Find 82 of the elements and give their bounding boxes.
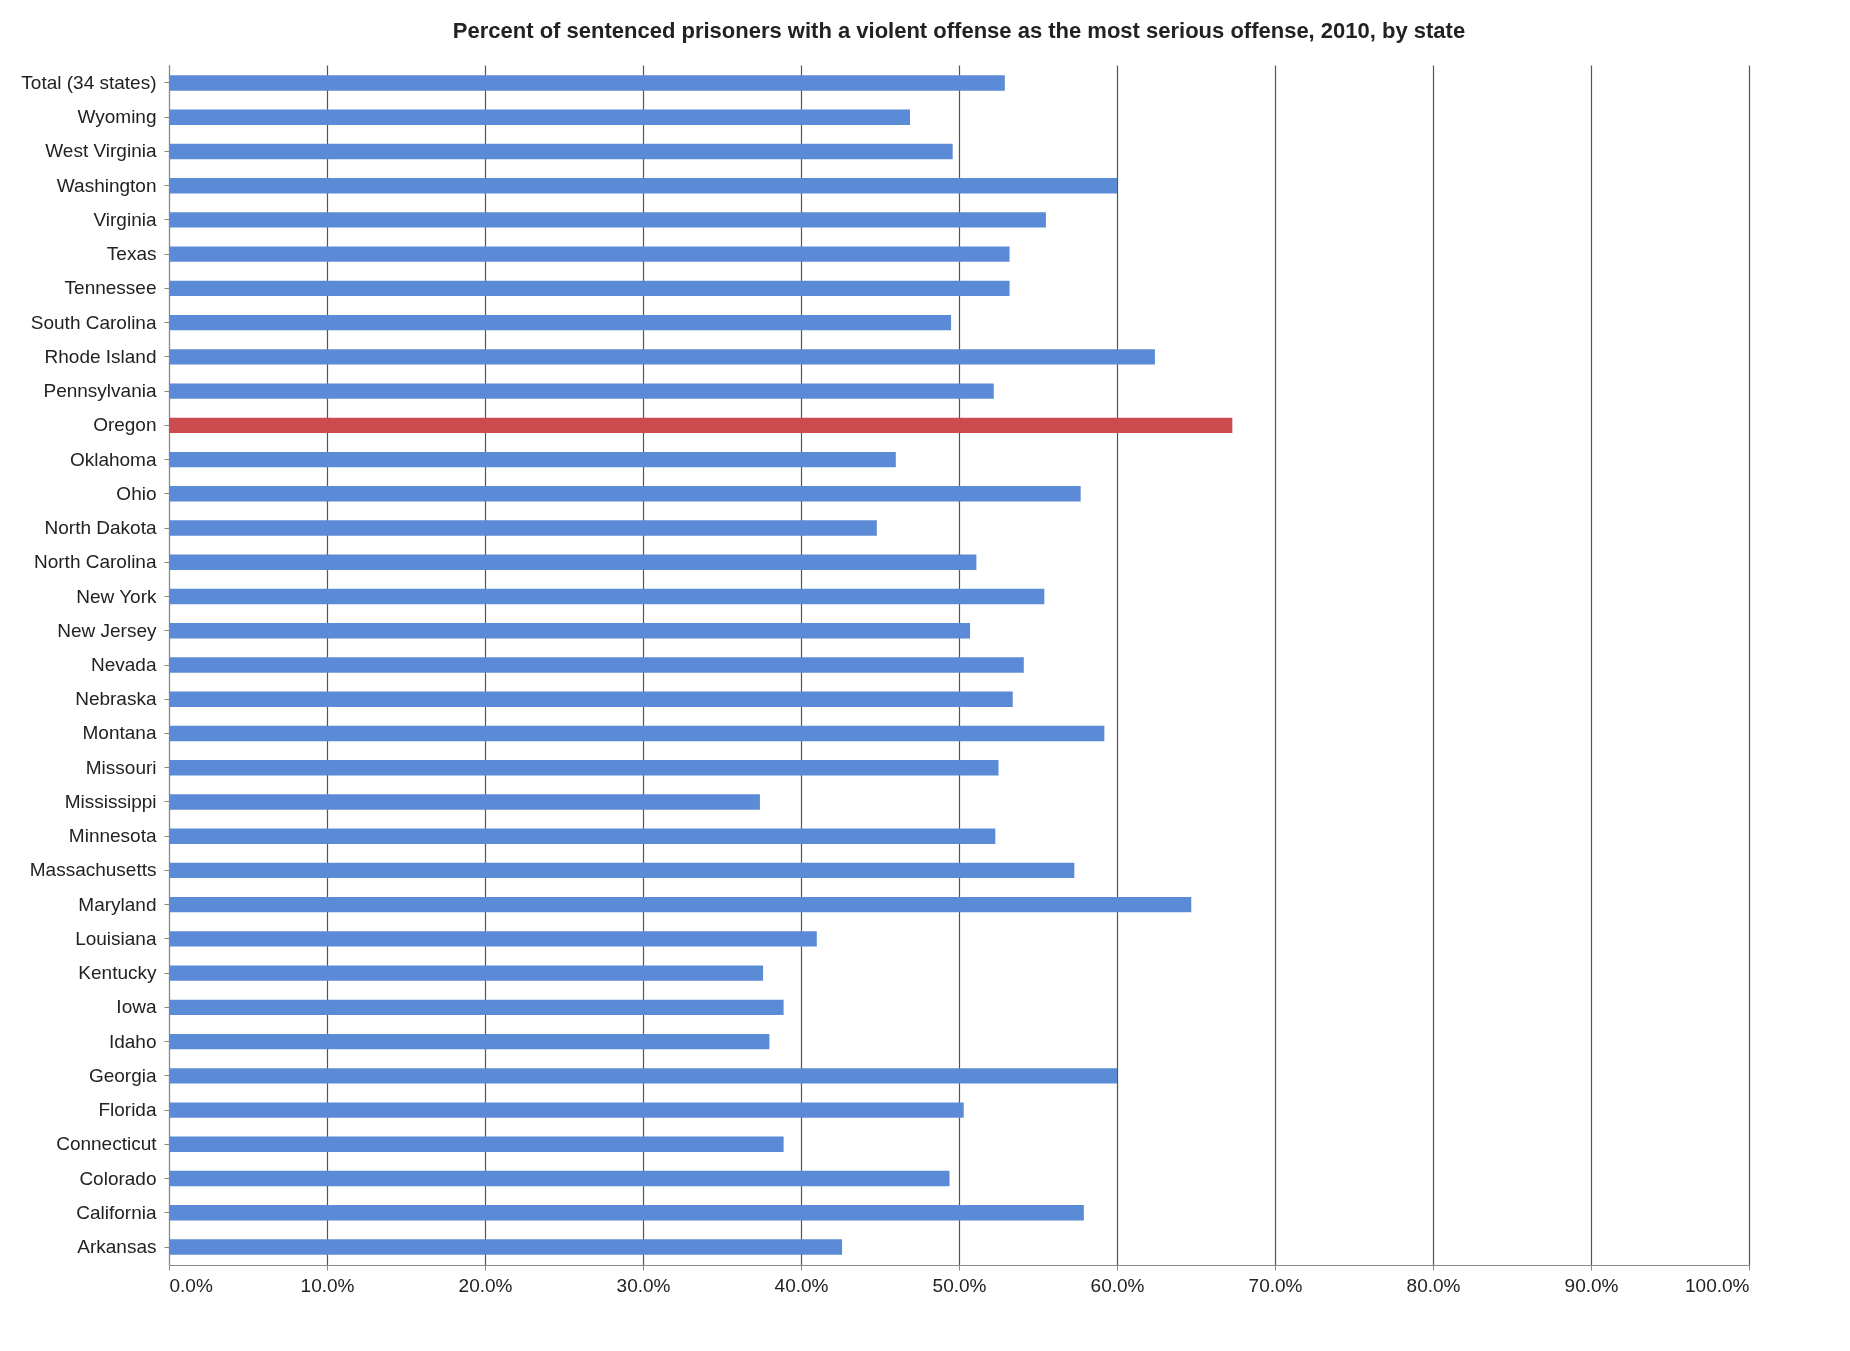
chart-title: Percent of sentenced prisoners with a violent offense as the most serious offense, 2010, by state	[452, 18, 1466, 43]
y-tick-label: Georgia	[88, 1064, 157, 1086]
y-tick-label: Colorado	[79, 1167, 157, 1189]
y-tick-label: New York	[76, 585, 157, 607]
y-tick-label: Iowa	[116, 996, 157, 1018]
bar	[169, 1170, 950, 1187]
y-tick-label: Wyoming	[77, 106, 157, 128]
x-tick-label: 20.0%	[458, 1274, 513, 1296]
y-tick-label: West Virginia	[45, 140, 157, 162]
y-tick-label: Ohio	[116, 482, 157, 504]
x-tick-label: 10.0%	[300, 1274, 355, 1296]
y-tick-label: Washington	[56, 174, 157, 196]
y-tick-label: Nebraska	[75, 688, 157, 710]
bar	[169, 999, 784, 1016]
bar	[169, 896, 1192, 913]
x-tick-label: 100.0%	[1685, 1274, 1750, 1296]
y-tick-label: Mississippi	[64, 790, 157, 812]
bar	[169, 760, 999, 776]
y-tick-label: Montana	[82, 722, 157, 744]
x-tick-label: 90.0%	[1564, 1274, 1619, 1296]
y-tick-label: Pennsylvania	[43, 380, 157, 402]
y-tick-label: Kentucky	[78, 962, 157, 984]
bar	[169, 417, 1233, 434]
bar	[169, 75, 1005, 91]
y-tick-label: Rhode Island	[44, 345, 157, 367]
bar	[169, 349, 1155, 365]
y-tick-label: Arkansas	[77, 1236, 157, 1258]
y-tick-label: Massachusetts	[29, 859, 157, 881]
bar	[169, 280, 1010, 297]
bar	[169, 1102, 964, 1118]
y-tick-label: North Carolina	[34, 551, 157, 573]
y-tick-label: Tennessee	[64, 277, 157, 299]
bar	[169, 588, 1045, 605]
x-tick-label: 50.0%	[932, 1274, 987, 1296]
bar	[169, 1136, 784, 1153]
bar	[169, 554, 977, 570]
x-tick-label: 40.0%	[774, 1274, 829, 1296]
bar	[169, 109, 911, 125]
bar	[169, 1205, 1084, 1221]
bar	[169, 931, 817, 947]
bar	[169, 691, 1013, 707]
bar	[169, 177, 1117, 194]
y-tick-label: Oregon	[93, 414, 157, 436]
bar	[169, 383, 994, 399]
y-tick-label: North Dakota	[44, 517, 157, 539]
x-tick-label: 70.0%	[1248, 1274, 1303, 1296]
bar	[169, 828, 996, 844]
bar	[169, 1068, 1117, 1084]
bar	[169, 725, 1105, 742]
x-tick-label: 60.0%	[1090, 1274, 1145, 1296]
y-tick-label: Total (34 states)	[21, 71, 157, 93]
y-tick-label: Idaho	[108, 1030, 157, 1052]
bar	[169, 965, 764, 981]
y-tick-label: Missouri	[85, 756, 157, 778]
x-tick-label: 80.0%	[1406, 1274, 1461, 1296]
y-tick-label: Louisiana	[75, 927, 157, 949]
bar	[169, 246, 1010, 262]
bar	[169, 1239, 843, 1255]
bar	[169, 1033, 770, 1050]
y-tick-label: Nevada	[91, 654, 157, 675]
bar	[169, 794, 760, 810]
y-tick-label: Virginia	[93, 208, 157, 230]
x-tick-label: 0.0%	[169, 1274, 213, 1296]
bar	[169, 862, 1075, 879]
y-tick-label: Connecticut	[56, 1133, 158, 1155]
bar	[169, 486, 1081, 502]
bar	[169, 657, 1024, 673]
y-tick-label: New Jersey	[57, 619, 157, 641]
bar	[169, 451, 896, 468]
y-tick-label: Florida	[98, 1099, 157, 1121]
y-tick-label: California	[76, 1201, 157, 1223]
y-tick-label: South Carolina	[30, 311, 157, 333]
y-tick-label: Minnesota	[68, 825, 157, 847]
y-tick-label: Texas	[106, 243, 157, 265]
bar	[169, 623, 971, 639]
bar	[169, 314, 952, 331]
bar	[169, 212, 1046, 228]
bar	[169, 520, 877, 536]
y-tick-label: Maryland	[78, 893, 157, 915]
bar	[169, 143, 953, 160]
y-tick-label: Oklahoma	[69, 448, 157, 470]
x-tick-label: 30.0%	[616, 1274, 671, 1296]
